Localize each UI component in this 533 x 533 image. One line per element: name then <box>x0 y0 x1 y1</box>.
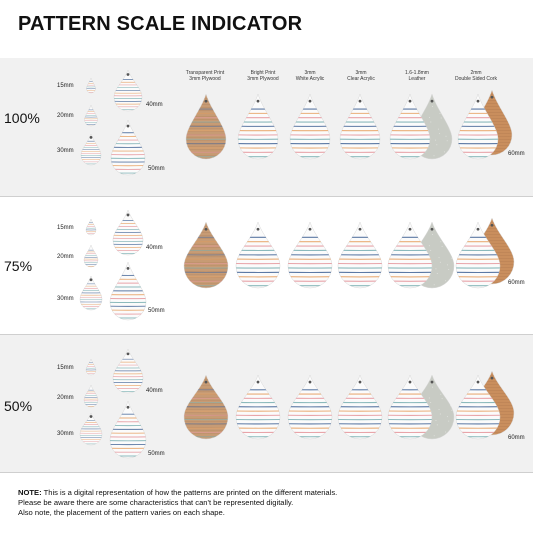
size-label-15mm: 15mm <box>57 83 74 89</box>
material-header-cork: 2mm Double Sided Cork <box>446 70 506 82</box>
scale-label-75: 75% <box>4 258 33 274</box>
size-sample-teardrop <box>109 400 147 459</box>
white-acrylic-teardrop <box>289 93 331 160</box>
size-label-20mm: 20mm <box>57 113 74 119</box>
clear-acrylic-teardrop <box>337 374 383 440</box>
material-line2: Double Sided Cork <box>455 76 497 82</box>
note-line-1-text: This is a digital representation of how … <box>41 488 338 497</box>
size-label-40mm: 40mm <box>146 102 163 108</box>
size-sample-teardrop <box>83 244 99 268</box>
material-line1: Transparent Print <box>185 70 225 76</box>
plywood-transparent-teardrop <box>185 93 227 160</box>
material-line2: Clear Acrylic <box>347 76 375 82</box>
cork-front-teardrop <box>455 374 501 440</box>
size-sample-teardrop <box>83 384 99 408</box>
material-line1: 3mm <box>355 70 367 76</box>
size-label-60mm: 60mm <box>508 280 525 286</box>
material-line1: 2mm <box>470 70 482 76</box>
note-line-2: Please be aware there are some character… <box>18 498 294 507</box>
cork-front-teardrop <box>455 221 501 289</box>
divider <box>0 196 533 197</box>
material-header-leather: 1.6-1.8mm Leather <box>387 70 447 82</box>
size-label-60mm: 60mm <box>508 435 525 441</box>
leather-front-teardrop <box>387 221 433 289</box>
material-line2: Leather <box>408 76 426 82</box>
material-line1: Bright Print <box>250 70 276 76</box>
clear-acrylic-teardrop <box>337 221 383 289</box>
page-title: PATTERN SCALE INDICATOR <box>18 13 303 35</box>
plywood-bright-teardrop <box>235 374 281 440</box>
size-label-60mm: 60mm <box>508 151 525 157</box>
material-line2: 3mm Plywood <box>247 76 279 82</box>
plywood-transparent-teardrop <box>183 221 229 289</box>
size-label-20mm: 20mm <box>57 254 74 260</box>
plywood-bright-teardrop <box>237 93 279 160</box>
divider <box>0 472 533 473</box>
leather-front-teardrop <box>389 93 431 160</box>
size-label-30mm: 30mm <box>57 148 74 154</box>
scale-label-50: 50% <box>4 398 33 414</box>
size-label-30mm: 30mm <box>57 296 74 302</box>
size-sample-teardrop <box>110 119 146 176</box>
size-sample-teardrop <box>79 275 103 311</box>
size-sample-teardrop <box>79 412 103 446</box>
material-line2: 3mm Plywood <box>189 76 221 82</box>
size-label-40mm: 40mm <box>146 388 163 394</box>
divider <box>0 334 533 335</box>
note-line-1: NOTE: This is a digital representation o… <box>18 488 518 498</box>
white-acrylic-teardrop <box>287 221 333 289</box>
size-sample-teardrop <box>85 358 97 376</box>
size-sample-teardrop <box>113 69 143 112</box>
material-header-bright-plywood: Bright Print 3mm Plywood <box>233 70 293 82</box>
size-sample-teardrop <box>109 261 147 321</box>
size-label-50mm: 50mm <box>148 451 165 457</box>
size-sample-teardrop <box>112 209 144 256</box>
material-line1: 1.6-1.8mm <box>405 70 429 76</box>
cork-front-teardrop <box>457 93 499 160</box>
size-sample-teardrop <box>80 133 102 166</box>
leather-front-teardrop <box>387 374 433 440</box>
plywood-bright-teardrop <box>235 221 281 289</box>
size-label-15mm: 15mm <box>57 365 74 371</box>
size-sample-teardrop <box>86 77 96 94</box>
size-sample-teardrop <box>84 104 98 127</box>
note-text: NOTE: This is a digital representation o… <box>18 488 518 518</box>
size-label-50mm: 50mm <box>148 308 165 314</box>
size-sample-teardrop <box>85 218 97 236</box>
size-label-15mm: 15mm <box>57 225 74 231</box>
note-line-3: Also note, the placement of the pattern … <box>18 508 225 517</box>
size-label-40mm: 40mm <box>146 245 163 251</box>
note-label: NOTE: <box>18 488 42 497</box>
material-header-white-acrylic: 3mm White Acrylic <box>280 70 340 82</box>
material-line1: 3mm <box>304 70 316 76</box>
scale-label-100: 100% <box>4 110 40 126</box>
size-label-30mm: 30mm <box>57 431 74 437</box>
material-header-clear-acrylic: 3mm Clear Acrylic <box>331 70 391 82</box>
material-header-transparent-plywood: Transparent Print 3mm Plywood <box>175 70 235 82</box>
clear-acrylic-teardrop <box>339 93 381 160</box>
size-sample-teardrop <box>112 348 144 394</box>
size-label-20mm: 20mm <box>57 395 74 401</box>
size-label-50mm: 50mm <box>148 166 165 172</box>
white-acrylic-teardrop <box>287 374 333 440</box>
plywood-transparent-teardrop <box>183 374 229 440</box>
material-line2: White Acrylic <box>295 76 325 82</box>
